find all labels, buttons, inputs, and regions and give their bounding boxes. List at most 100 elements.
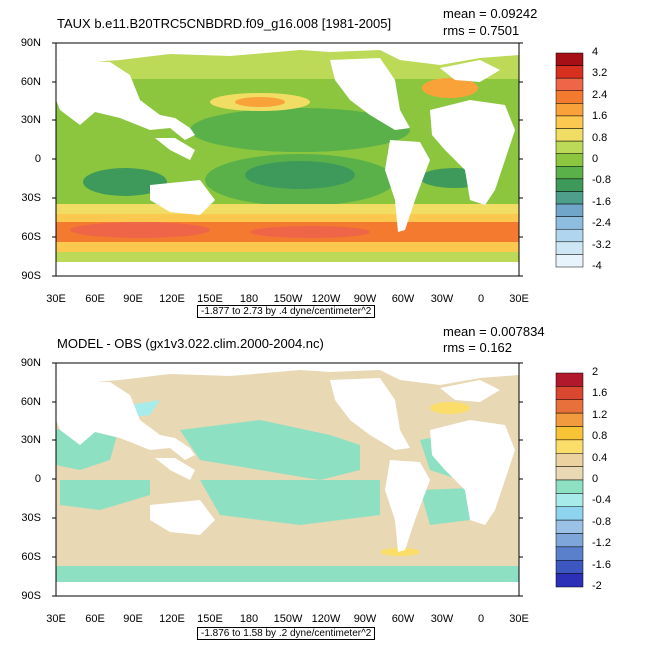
top-colorbar-swatch (555, 140, 584, 154)
bottom-lon: 30E (509, 613, 529, 625)
top-colorbar-swatch (555, 77, 584, 92)
top-lon: 60W (391, 293, 415, 305)
bottom-lon: 120E (159, 613, 185, 625)
bottom-yellow-so (380, 548, 420, 556)
bottom-lon: 0 (477, 613, 485, 625)
top-lon: 120E (159, 293, 185, 305)
top-lat-90s: 90S (21, 270, 41, 282)
top-land-africa (430, 100, 515, 205)
bottom-lat-90s: 90S (21, 590, 41, 602)
top-colorbar-label: -4 (592, 260, 602, 272)
top-lon: 30E (509, 293, 529, 305)
bottom-mean: mean = 0.007834 (443, 324, 545, 339)
top-lon: 30W (430, 293, 454, 305)
top-indian-gyre (83, 168, 167, 196)
bottom-range-label: -1.876 to 1.58 by .2 dyne/centimeter^2 (197, 627, 376, 640)
bottom-colorbar-label: 1.6 (592, 387, 608, 400)
bottom-land-africa (430, 420, 515, 525)
bottom-lon: 60W (391, 613, 415, 625)
bottom-colorbar-swatch (555, 506, 584, 521)
top-land-maritime (155, 138, 195, 160)
top-lat-60n: 60N (20, 76, 41, 88)
bottom-lon: 90E (123, 613, 143, 625)
bottom-colorbar (555, 372, 584, 588)
top-colorbar-swatch (555, 191, 584, 205)
bottom-lat-60s: 60S (21, 551, 41, 563)
top-colorbar-label: 3.2 (592, 67, 608, 80)
top-so-band4 (56, 242, 519, 252)
bottom-colorbar-swatch (555, 453, 584, 467)
top-colorbar-swatch (555, 103, 584, 117)
top-lon: 30E (46, 293, 66, 305)
top-colorbar-label: 0.8 (592, 131, 608, 144)
top-lat-30s: 30S (21, 192, 41, 204)
bottom-colorbar-label: 0.4 (592, 451, 608, 464)
top-colorbar-swatch (555, 115, 584, 129)
top-lon: 180 (239, 293, 259, 305)
bottom-land-australia (150, 500, 215, 535)
top-colorbar-swatch (555, 254, 584, 268)
top-mean: mean = 0.09242 (443, 6, 538, 21)
top-lat-60s: 60S (21, 231, 41, 243)
bottom-colorbar-swatch (555, 426, 584, 441)
top-npac-westerlies-core (235, 97, 285, 107)
top-land-greenland (440, 60, 500, 82)
top-colorbar-label: -0.8 (592, 174, 611, 187)
top-colorbar (555, 52, 584, 268)
top-lon: 60E (85, 293, 105, 305)
top-rms: rms = 0.7501 (443, 23, 520, 38)
top-colorbar-swatch (555, 153, 584, 167)
bottom-lat-30s: 30S (21, 512, 41, 524)
top-colorbar-swatch (555, 52, 584, 66)
bottom-colorbar-swatch (555, 519, 584, 534)
top-panel: TAUX b.e11.B20TRC5CNBDRD.f09_g16.008 [19… (0, 0, 648, 320)
top-lon: 0 (477, 293, 485, 305)
top-lon: 150W (273, 293, 303, 305)
bottom-lon: 150E (197, 613, 223, 625)
bottom-colorbar-swatch (555, 412, 584, 427)
top-title: TAUX b.e11.B20TRC5CNBDRD.f09_g16.008 [19… (57, 16, 392, 31)
top-so-band2 (56, 214, 519, 224)
top-colorbar-label: 2.4 (592, 88, 608, 101)
bottom-land-arctic (56, 363, 519, 385)
top-lat-0: 0 (34, 153, 41, 165)
top-colorbar-label: 0 (592, 153, 599, 165)
bottom-land-maritime (155, 458, 195, 480)
bottom-tan-so (56, 534, 519, 564)
bottom-lon: 60E (85, 613, 105, 625)
bottom-colorbar-swatch (555, 479, 584, 494)
bottom-rms: rms = 0.162 (443, 340, 513, 355)
bottom-colorbar-swatch (555, 372, 584, 387)
top-so-core-pacific (250, 226, 370, 238)
top-so-core-indian (70, 222, 210, 238)
top-lat-30n: 30N (20, 114, 41, 126)
top-land-australia (150, 180, 215, 215)
bottom-colorbar-label: 0.8 (592, 430, 608, 443)
top-colorbar-swatch (555, 128, 584, 142)
bottom-land-asia (56, 380, 195, 460)
bottom-colorbar-label: 1.2 (592, 408, 608, 421)
top-colorbar-swatch (555, 241, 584, 255)
bottom-colorbar-label: -1.6 (592, 558, 611, 571)
bottom-lat-90n: 90N (20, 357, 41, 369)
top-land-asia (56, 60, 195, 140)
top-lat-90n: 90N (20, 37, 41, 49)
bottom-colorbar-swatch (555, 493, 584, 507)
bottom-lon: 180 (239, 613, 259, 625)
top-colorbar-label: 1.6 (592, 110, 608, 123)
bottom-colorbar-swatch (555, 546, 584, 561)
bottom-teal-npac (180, 420, 360, 480)
top-lon: 120W (311, 293, 341, 305)
bottom-colorbar-swatch (555, 399, 584, 414)
bottom-colorbar-swatch (555, 573, 584, 588)
bottom-lon: 150W (273, 613, 303, 625)
bottom-panel: MODEL - OBS (gx1v3.022.clim.2000-2004.nc… (0, 320, 648, 640)
top-natl-westerlies (422, 78, 478, 98)
bottom-teal-spac (200, 480, 380, 525)
top-lon: 90W (353, 293, 377, 305)
top-colorbar-swatch (555, 216, 584, 230)
top-land-antarctica (56, 262, 519, 276)
bottom-colorbar-swatch (555, 533, 584, 548)
top-land-arctic (56, 43, 519, 65)
top-colorbar-label: -3.2 (592, 238, 611, 251)
